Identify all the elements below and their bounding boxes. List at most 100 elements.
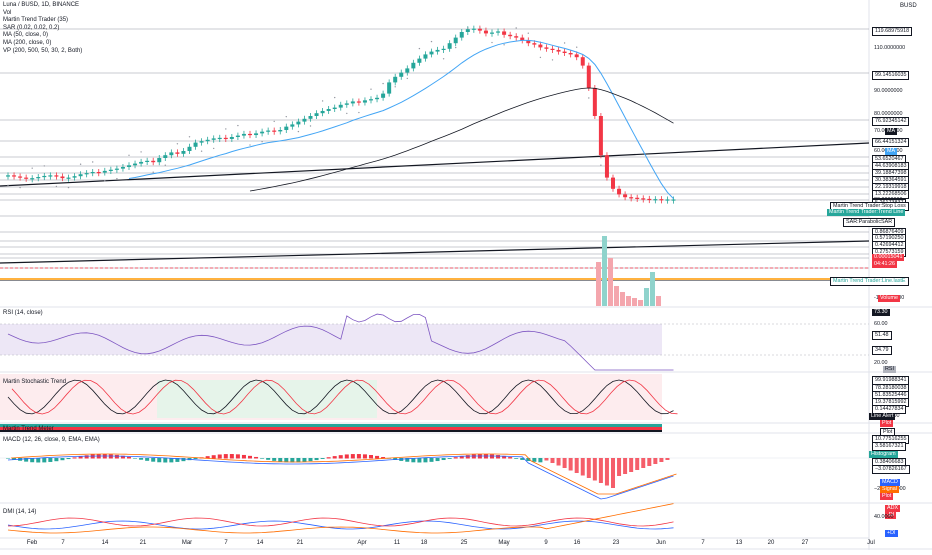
sar-dot: [321, 100, 324, 102]
time-axis-label[interactable]: 7: [701, 540, 705, 546]
macd-histogram-bar: [278, 458, 283, 462]
stoch-side-tag[interactable]: Line Alert: [869, 413, 896, 420]
time-axis-label[interactable]: 9: [544, 540, 548, 546]
macd-histogram-bar: [647, 458, 652, 466]
time-axis-label[interactable]: Apr: [357, 540, 367, 546]
time-axis-label[interactable]: 21: [139, 540, 147, 546]
candle-body: [653, 199, 658, 201]
macd-histogram-bar: [635, 458, 640, 470]
macd-histogram-bar: [127, 456, 131, 459]
time-axis-label[interactable]: 23: [612, 540, 620, 546]
time-axis-label[interactable]: 27: [801, 540, 809, 546]
time-axis-label[interactable]: Jul: [867, 540, 875, 546]
volume-bar: [620, 292, 625, 306]
rsi-axis-label[interactable]: 60.00: [874, 321, 888, 327]
macd-histogram-bar: [145, 458, 150, 461]
sar-dot: [491, 41, 493, 44]
time-axis-label[interactable]: 7: [224, 540, 228, 546]
legend-ma50[interactable]: MA (50, close, 0): [3, 32, 49, 39]
volume-bar: [596, 262, 601, 306]
sar-dot: [455, 46, 457, 49]
legend-ma200[interactable]: MA (200, close, 0): [3, 39, 52, 46]
rsi-axis-label[interactable]: 20.00: [874, 360, 888, 366]
time-axis-label[interactable]: 21: [296, 540, 304, 546]
time-axis-label[interactable]: Feb: [26, 540, 38, 546]
dmi-axis-label[interactable]: +DI: [885, 530, 898, 537]
price-overlay-tag[interactable]: Martin Trend Trader:Line.lastE: [830, 277, 909, 286]
candle-body: [36, 177, 41, 179]
candle-body: [199, 141, 204, 143]
rsi-axis-label[interactable]: 34.79: [872, 346, 892, 355]
price-tag[interactable]: 0.00015041: [872, 254, 905, 261]
price-tag[interactable]: 66.44151324: [872, 138, 910, 147]
time-axis-label[interactable]: 16: [573, 540, 581, 546]
macd-histogram-bar: [211, 455, 216, 459]
macd-side-tag[interactable]: MACD: [880, 479, 900, 486]
candle-body: [471, 28, 476, 30]
macd-histogram-bar: [369, 454, 373, 459]
stoch-pane-title[interactable]: Martin Stochastic Trend: [3, 379, 67, 385]
price-overlay-tag[interactable]: MA: [885, 148, 898, 155]
rsi-band: [0, 324, 662, 355]
price-tag[interactable]: 99.14516035: [872, 71, 910, 80]
meter-pane-title[interactable]: Martin Trend Meter: [3, 426, 54, 432]
stoch-side-tag[interactable]: Plot: [880, 420, 894, 427]
time-axis-label[interactable]: 13: [735, 540, 743, 546]
time-axis-label[interactable]: May: [498, 540, 510, 546]
candle-body: [24, 177, 29, 179]
volume-bar: [608, 258, 613, 306]
legend-vol[interactable]: Vol: [3, 9, 12, 16]
time-axis-label[interactable]: 11: [393, 540, 401, 546]
macd-axis-label[interactable]: −3.07826167: [872, 465, 910, 474]
dmi-axis-label[interactable]: 40.0000: [874, 514, 894, 520]
price-overlay-tag[interactable]: Volume: [878, 295, 900, 302]
time-axis-label[interactable]: 20: [767, 540, 775, 546]
rsi-axis-label[interactable]: RSI: [883, 366, 896, 373]
macd-histogram-bar: [344, 454, 349, 459]
macd-side-tag[interactable]: Histogram: [869, 451, 898, 458]
price-tag[interactable]: 13.22268506: [872, 190, 910, 199]
dmi-pane-title[interactable]: DMI (14, 14): [3, 509, 37, 515]
legend-vp[interactable]: VP (200, 500, 50, 30, 2, Both): [3, 47, 83, 54]
price-tick[interactable]: 90.0000000: [874, 88, 903, 94]
rsi-pane-title[interactable]: RSI (14, close): [3, 310, 43, 316]
time-axis-label[interactable]: 25: [460, 540, 468, 546]
macd-histogram-bar: [556, 458, 561, 466]
macd-axis-label[interactable]: 3.58167321: [872, 442, 907, 451]
legend-sar[interactable]: SAR (0.02, 0.02, 0.2): [3, 24, 60, 31]
price-tick[interactable]: 80.0000000: [874, 111, 903, 117]
candle-body: [393, 76, 398, 83]
rsi-axis-label[interactable]: 51.48: [872, 331, 892, 340]
price-tag[interactable]: 119.68975918: [872, 27, 913, 36]
time-axis-label[interactable]: Jun: [656, 540, 666, 546]
time-axis-label[interactable]: Mar: [181, 540, 193, 546]
candle-body: [520, 37, 525, 41]
price-tick[interactable]: 110.0000000: [874, 45, 906, 51]
rsi-axis-label[interactable]: 73.30: [872, 309, 890, 316]
price-overlay-tag[interactable]: Martin Trend Trader:Trend Line: [827, 209, 906, 216]
time-axis-label[interactable]: 14: [256, 540, 264, 546]
macd-histogram-bar: [417, 458, 422, 463]
dmi-axis-label[interactable]: ADX: [885, 505, 901, 512]
time-axis-label[interactable]: 14: [101, 540, 109, 546]
price-tag[interactable]: 76.92345142: [872, 117, 910, 126]
time-axis-label[interactable]: 18: [420, 540, 428, 546]
price-overlay-tag[interactable]: SAR:ParabolicSAR: [843, 218, 896, 227]
volume-bar: [644, 288, 649, 306]
candle-body: [30, 178, 35, 180]
macd-side-tag[interactable]: Plot: [880, 493, 894, 500]
time-axis-label[interactable]: 7: [61, 540, 65, 546]
macd-pane-title[interactable]: MACD (12, 26, close, 9, EMA, EMA): [3, 437, 100, 443]
price-overlay-tag[interactable]: MA: [885, 128, 898, 135]
candle-body: [278, 130, 283, 132]
dmi-axis-label[interactable]: -DI: [885, 512, 897, 519]
symbol-title[interactable]: Luna / BUSD, 1D, BINANCE: [3, 2, 80, 8]
price-tag[interactable]: 04:41:26: [872, 261, 897, 268]
macd-histogram-bar: [338, 455, 343, 459]
trend-line-lower: [0, 240, 870, 264]
candle-body: [302, 118, 307, 122]
macd-side-tag[interactable]: Signal: [880, 486, 899, 493]
macd-histogram-bar: [84, 455, 89, 459]
legend-martin[interactable]: Martin Trend Trader (35): [3, 17, 69, 24]
